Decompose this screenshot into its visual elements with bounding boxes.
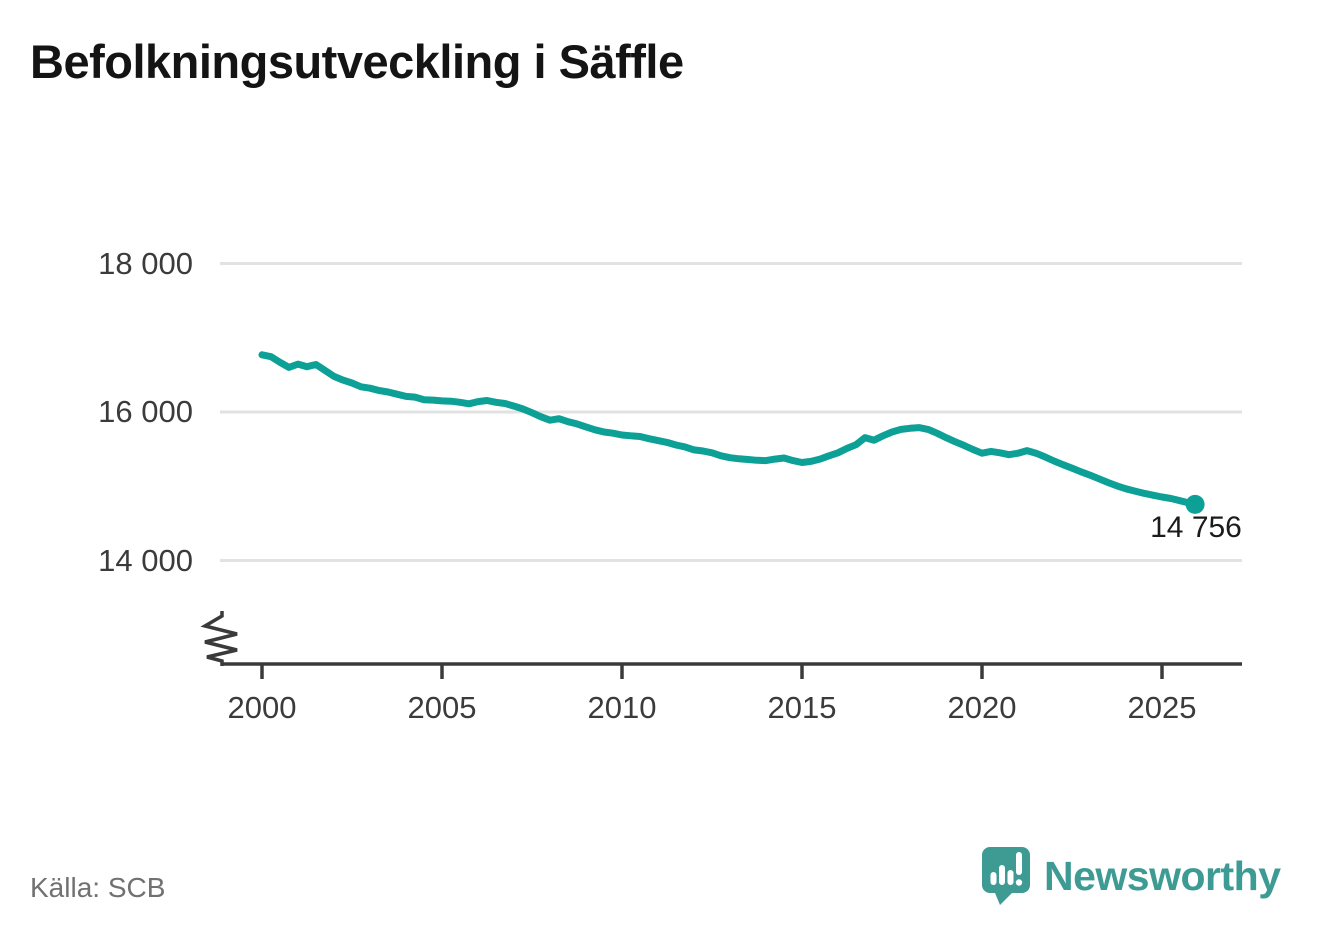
x-axis-tick-label: 2015 [767,690,837,725]
population-line [258,351,1199,508]
newsworthy-wordmark: Newsworthy [1044,852,1281,899]
source-credit: Källa: SCB [30,872,166,903]
y-axis-break-icon [200,611,238,666]
latest-value-label: 14 756 [1150,511,1242,544]
newsworthy-branding: Newsworthy [980,845,1281,907]
end-point-dot [1185,494,1205,514]
y-axis-tick-label: 18 000 [98,245,193,281]
x-axis-tick-label: 2020 [947,690,1017,725]
chart-title: Befolkningsutveckling i Säffle [30,35,684,88]
x-axis-tick-label: 2025 [1127,690,1197,725]
newsworthy-logo-icon [982,847,1030,905]
x-axis-tick-label: 2000 [227,690,297,725]
x-axis-tick-label: 2005 [407,690,477,725]
x-axis-tick-label: 2010 [587,690,657,725]
y-axis-tick-label: 14 000 [98,542,193,578]
y-axis-tick-label: 16 000 [98,394,193,429]
